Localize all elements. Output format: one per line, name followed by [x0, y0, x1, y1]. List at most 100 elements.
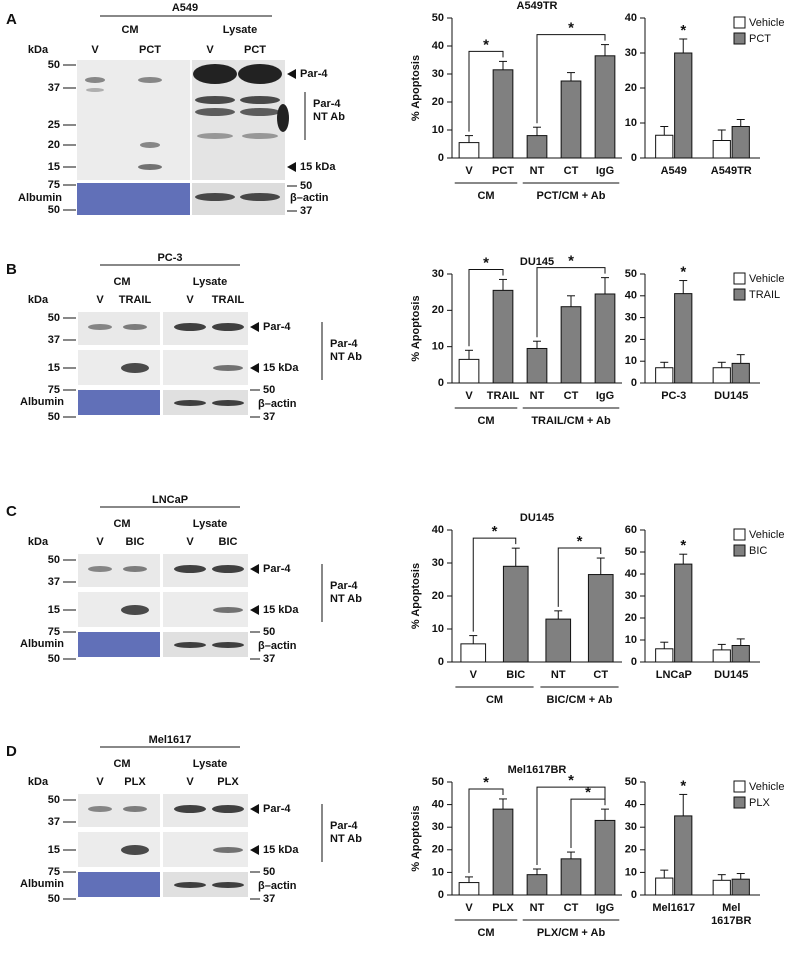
blot-image: [77, 183, 190, 215]
chart-title: Mel1617BR: [508, 764, 567, 776]
bar: [560, 858, 582, 896]
x-tick-label: PC-3: [661, 390, 686, 402]
bar: [731, 362, 750, 384]
blot-image: [78, 390, 160, 415]
mw-marker: 50: [48, 59, 60, 71]
x-tick-label: DU145: [714, 669, 748, 681]
mw-marker: 37: [48, 82, 60, 94]
blot-image: [78, 632, 160, 657]
y-tick-label: 10: [625, 355, 637, 367]
y-tick-label: 40: [625, 799, 637, 811]
antibody-label: Par-4 NT Ab: [313, 98, 345, 123]
y-tick-label: 20: [625, 82, 637, 94]
legend-label: PLX: [749, 797, 770, 809]
significance-bracket: [536, 786, 606, 866]
chart-title: DU145: [520, 256, 554, 268]
significance-bracket: [557, 547, 602, 607]
blot-band: [174, 400, 206, 406]
lane-label: PLX: [217, 776, 239, 788]
panel-letter: D: [6, 743, 17, 760]
significance-bracket: [468, 788, 504, 873]
y-axis-label: % Apoptosis: [410, 55, 422, 121]
lane-label: BIC: [219, 536, 238, 548]
x-tick-label: DU145: [714, 390, 748, 402]
y-tick-label: 40: [625, 12, 637, 24]
y-axis-label: % Apoptosis: [410, 295, 422, 361]
bar: [655, 648, 674, 663]
x-tick-label: A549: [661, 165, 687, 177]
blot-band: [88, 566, 112, 572]
mw-marker: 37: [263, 653, 275, 665]
mw-marker: 37: [48, 816, 60, 828]
significance-bracket: [472, 537, 517, 632]
blot-band: [213, 847, 243, 853]
blot-group: Lysate: [193, 276, 227, 288]
blot-title: Mel1617: [149, 734, 192, 746]
legend-swatch: [733, 16, 746, 29]
legend-label: Vehicle: [749, 273, 784, 285]
y-tick-label: 50: [432, 776, 444, 788]
band-label: 15 kDa: [263, 844, 299, 856]
blot-band: [88, 806, 112, 812]
significance-label: *: [492, 523, 498, 540]
albumin-label: Albumin: [20, 396, 64, 408]
blot-band: [240, 96, 280, 104]
y-tick-label: 40: [432, 799, 444, 811]
lane-label: TRAIL: [119, 294, 152, 306]
y-tick-label: 0: [438, 656, 444, 668]
antibody-label: Par-4 NT Ab: [330, 338, 362, 363]
x-tick-label: BIC: [506, 669, 525, 681]
y-tick-label: 0: [438, 889, 444, 901]
blot-band: [197, 133, 233, 139]
x-tick-label: CT: [564, 902, 579, 914]
legend-swatch: [733, 288, 746, 301]
group-label: BIC/CM + Ab: [547, 694, 613, 706]
blot-band: [212, 323, 244, 331]
bar: [712, 367, 731, 384]
blot-band: [123, 324, 147, 330]
blot-group: CM: [113, 518, 130, 530]
panel-letter: C: [6, 503, 17, 520]
y-tick-label: 0: [631, 889, 637, 901]
x-tick-label: IgG: [596, 165, 614, 177]
blot-title: LNCaP: [152, 494, 188, 506]
legend-label: TRAIL: [749, 289, 780, 301]
band-label: 15 kDa: [300, 161, 336, 173]
group-label: PLX/CM + Ab: [537, 927, 606, 939]
albumin-label: Albumin: [18, 192, 62, 204]
legend-label: BIC: [749, 545, 767, 557]
blot-title: PC-3: [157, 252, 182, 264]
mw-marker: 37: [300, 205, 312, 217]
bar: [655, 877, 674, 896]
mw-marker: 50: [263, 384, 275, 396]
y-tick-label: 30: [625, 821, 637, 833]
bar: [712, 649, 731, 663]
blot-band: [123, 566, 147, 572]
actin-label: β–actin: [290, 192, 329, 204]
significance-bracket: [468, 50, 504, 132]
group-label: CM: [477, 415, 494, 427]
lane-label: PCT: [139, 44, 161, 56]
y-tick-label: 0: [438, 152, 444, 164]
chart-title: DU145: [520, 512, 554, 524]
x-tick-label: CT: [564, 390, 579, 402]
bar: [458, 142, 480, 159]
albumin-label: Albumin: [20, 878, 64, 890]
actin-label: β–actin: [258, 640, 297, 652]
actin-label: β–actin: [258, 398, 297, 410]
lane-label: V: [186, 294, 194, 306]
mw-marker: 75: [48, 384, 60, 396]
blot-band: [240, 108, 280, 116]
y-tick-label: 30: [625, 47, 637, 59]
y-tick-label: 30: [625, 312, 637, 324]
bar: [526, 347, 548, 384]
blot-image: [78, 872, 160, 897]
blot-band: [277, 104, 289, 132]
kda-label: kDa: [28, 294, 49, 306]
band-label: 15 kDa: [263, 362, 299, 374]
blot-band: [212, 400, 244, 406]
y-tick-label: 40: [432, 40, 444, 52]
bar: [731, 878, 750, 896]
y-tick-label: 20: [432, 844, 444, 856]
kda-label: kDa: [28, 44, 49, 56]
